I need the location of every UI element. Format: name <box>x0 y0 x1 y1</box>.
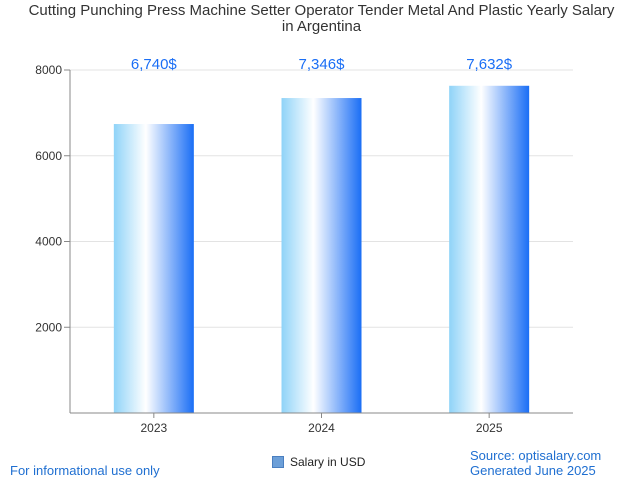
source-link[interactable]: Source: optisalary.com <box>470 448 602 463</box>
chart-title-line1: Cutting Punching Press Machine Setter Op… <box>28 2 615 19</box>
data-label-2023: 6,740$ <box>131 56 178 73</box>
legend-label: Salary in USD <box>290 455 366 469</box>
y-tick-label: 8000 <box>35 63 62 77</box>
x-tick-label: 2025 <box>476 421 503 435</box>
data-label-2024: 7,346$ <box>299 56 346 73</box>
source-block: Source: optisalary.com Generated June 20… <box>470 448 601 478</box>
x-tick-label: 2023 <box>140 421 167 435</box>
chart-title: Cutting Punching Press Machine Setter Op… <box>0 3 643 35</box>
y-tick-label: 2000 <box>35 320 62 334</box>
data-label-2025: 7,632$ <box>466 56 513 73</box>
bar-2024 <box>281 98 362 413</box>
y-tick-label: 4000 <box>35 235 62 249</box>
x-tick-label: 2024 <box>308 421 335 435</box>
bar-2025 <box>449 85 530 413</box>
bar-2023 <box>113 124 194 414</box>
informational-note: For informational use only <box>10 463 160 478</box>
generated-date: Generated June 2025 <box>470 463 596 478</box>
chart-title-line2: in Argentina <box>281 18 362 35</box>
legend-swatch <box>272 456 284 468</box>
y-tick-label: 6000 <box>35 149 62 163</box>
legend: Salary in USD <box>272 455 365 469</box>
